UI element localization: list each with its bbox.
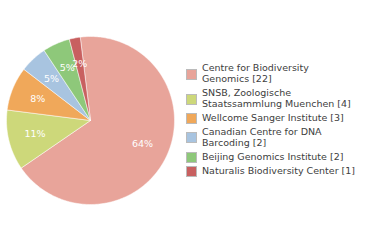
svg-text:11%: 11%	[24, 128, 45, 139]
svg-text:5%: 5%	[59, 62, 75, 74]
svg-text:8%: 8%	[30, 93, 45, 104]
html-text:Centre for Biodiversity Genomi: Centre for Biodiversity Genomics [22]	[202, 62, 309, 85]
svg-text:2%: 2%	[72, 58, 87, 69]
html-text:SNSB, Zoologische Staatssammlu: SNSB, Zoologische Staatssammlung Muenche…	[202, 87, 351, 109]
html-text:Wellcome Sanger Institute [3]: Wellcome Sanger Institute [3]	[202, 112, 344, 123]
html-text:Naturalis Biodiversity Center: Naturalis Biodiversity Center [1]	[202, 164, 356, 176]
html-text:Beijing Genomics Institute [2]: Beijing Genomics Institute [2]	[202, 150, 344, 162]
html-text:Canadian Centre for DNA Barcod: Canadian Centre for DNA Barcoding [2]	[202, 125, 322, 148]
svg-text:64%: 64%	[132, 138, 153, 149]
svg-text:5%: 5%	[44, 73, 59, 84]
